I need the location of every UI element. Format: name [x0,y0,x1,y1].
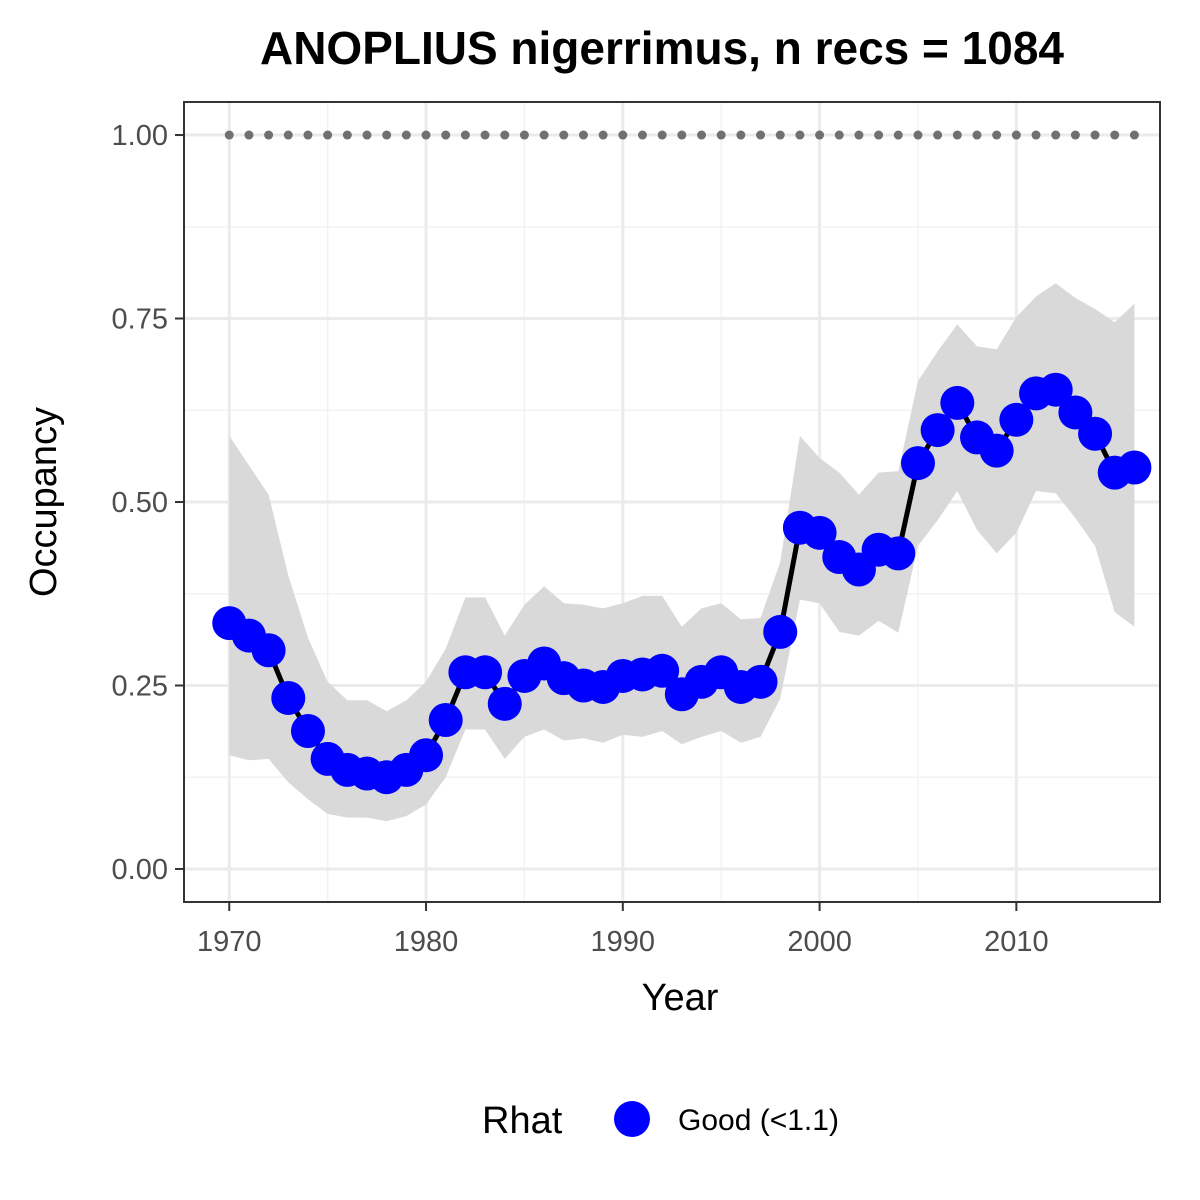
data-point [920,413,955,448]
reference-point [854,130,864,140]
reference-point [795,130,805,140]
data-point [468,655,503,690]
reference-point [559,130,569,140]
reference-point [677,130,687,140]
reference-point [244,130,254,140]
reference-point [460,130,470,140]
reference-point [815,130,825,140]
x-axis-title: Year [642,977,719,1019]
data-point [409,738,444,773]
reference-point [539,130,549,140]
data-point [763,614,798,649]
reference-point [736,130,746,140]
reference-points [224,130,1139,140]
x-tick-label: 2010 [984,926,1049,958]
data-point [979,433,1014,468]
y-axis-title: Occupancy [23,407,65,597]
legend-key-good [614,1101,650,1137]
reference-point [401,130,411,140]
reference-point [1051,130,1061,140]
data-point [428,702,463,737]
data-point [487,686,522,721]
y-tick-label: 0.75 [112,304,168,336]
y-tick-label: 0.00 [112,854,168,886]
data-point [1117,450,1152,485]
reference-point [834,130,844,140]
confidence-ribbon [229,283,1135,822]
legend-title: Rhat [482,1100,563,1142]
reference-point [913,130,923,140]
reference-point [480,130,490,140]
reference-point [283,130,293,140]
x-tick-label: 1970 [197,926,262,958]
reference-point [697,130,707,140]
occupancy-points [212,372,1152,795]
reference-point [1070,130,1080,140]
data-point [1038,372,1073,407]
reference-point [657,130,667,140]
y-tick-label: 1.00 [112,120,168,152]
x-axis-ticks: 1970 1980 1990 2000 2010 [197,902,1049,958]
reference-point [972,130,982,140]
legend: Rhat Good (<1.1) [482,1100,839,1142]
data-point [802,515,837,550]
x-tick-label: 1980 [394,926,459,958]
reference-point [224,130,234,140]
data-point [271,680,306,715]
reference-point [500,130,510,140]
data-point [743,664,778,699]
x-tick-label: 2000 [787,926,852,958]
legend-label-good: Good (<1.1) [678,1104,839,1137]
reference-point [893,130,903,140]
reference-point [578,130,588,140]
reference-point [264,130,274,140]
reference-point [1031,130,1041,140]
reference-point [618,130,628,140]
reference-point [382,130,392,140]
reference-point [303,130,313,140]
data-point [881,536,916,571]
reference-point [1110,130,1120,140]
reference-point [637,130,647,140]
data-point [251,633,286,668]
y-axis-ticks: 0.00 0.25 0.50 0.75 1.00 [112,120,184,886]
reference-point [716,130,726,140]
data-point [1078,416,1113,451]
data-point [900,446,935,481]
y-tick-label: 0.25 [112,670,168,702]
chart-title: ANOPLIUS nigerrimus, n recs = 1084 [260,22,1064,74]
data-point [940,385,975,420]
reference-point [362,130,372,140]
reference-point [992,130,1002,140]
reference-point [756,130,766,140]
x-tick-label: 1990 [591,926,656,958]
reference-point [933,130,943,140]
data-point [290,713,325,748]
reference-point [342,130,352,140]
reference-point [1090,130,1100,140]
reference-point [519,130,529,140]
data-point [645,653,680,688]
reference-point [1129,130,1139,140]
reference-point [598,130,608,140]
reference-point [421,130,431,140]
reference-point [775,130,785,140]
reference-point [441,130,451,140]
reference-point [874,130,884,140]
reference-point [323,130,333,140]
data-point [999,402,1034,437]
reference-point [1011,130,1021,140]
reference-point [952,130,962,140]
y-tick-label: 0.50 [112,487,168,519]
